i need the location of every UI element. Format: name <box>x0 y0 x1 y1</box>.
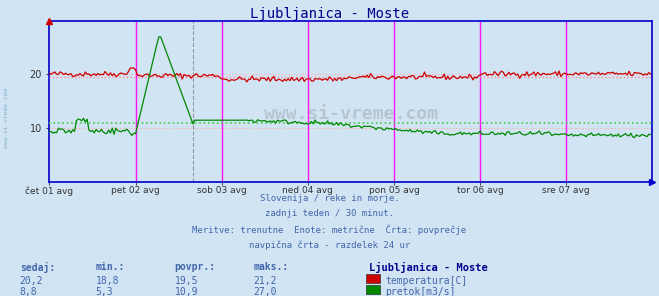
Text: povpr.:: povpr.: <box>175 262 215 272</box>
Text: 19,5: 19,5 <box>175 276 198 286</box>
Text: 27,0: 27,0 <box>254 287 277 296</box>
Text: www.si-vreme.com: www.si-vreme.com <box>264 105 438 123</box>
Text: 5,3: 5,3 <box>96 287 113 296</box>
Text: 8,8: 8,8 <box>20 287 38 296</box>
Text: pretok[m3/s]: pretok[m3/s] <box>386 287 456 296</box>
Text: maks.:: maks.: <box>254 262 289 272</box>
Text: Meritve: trenutne  Enote: metrične  Črta: povprečje: Meritve: trenutne Enote: metrične Črta: … <box>192 225 467 235</box>
Text: Ljubljanica - Moste: Ljubljanica - Moste <box>369 262 488 273</box>
Text: 10,9: 10,9 <box>175 287 198 296</box>
Text: navpična črta - razdelek 24 ur: navpična črta - razdelek 24 ur <box>249 240 410 250</box>
Text: zadnji teden / 30 minut.: zadnji teden / 30 minut. <box>265 209 394 218</box>
Text: 21,2: 21,2 <box>254 276 277 286</box>
Text: 18,8: 18,8 <box>96 276 119 286</box>
Text: www.si-vreme.com: www.si-vreme.com <box>4 89 9 148</box>
Text: Ljubljanica - Moste: Ljubljanica - Moste <box>250 7 409 21</box>
Text: sedaj:: sedaj: <box>20 262 55 273</box>
Text: min.:: min.: <box>96 262 125 272</box>
Text: Slovenija / reke in morje.: Slovenija / reke in morje. <box>260 194 399 203</box>
Text: 20,2: 20,2 <box>20 276 43 286</box>
Text: temperatura[C]: temperatura[C] <box>386 276 468 286</box>
